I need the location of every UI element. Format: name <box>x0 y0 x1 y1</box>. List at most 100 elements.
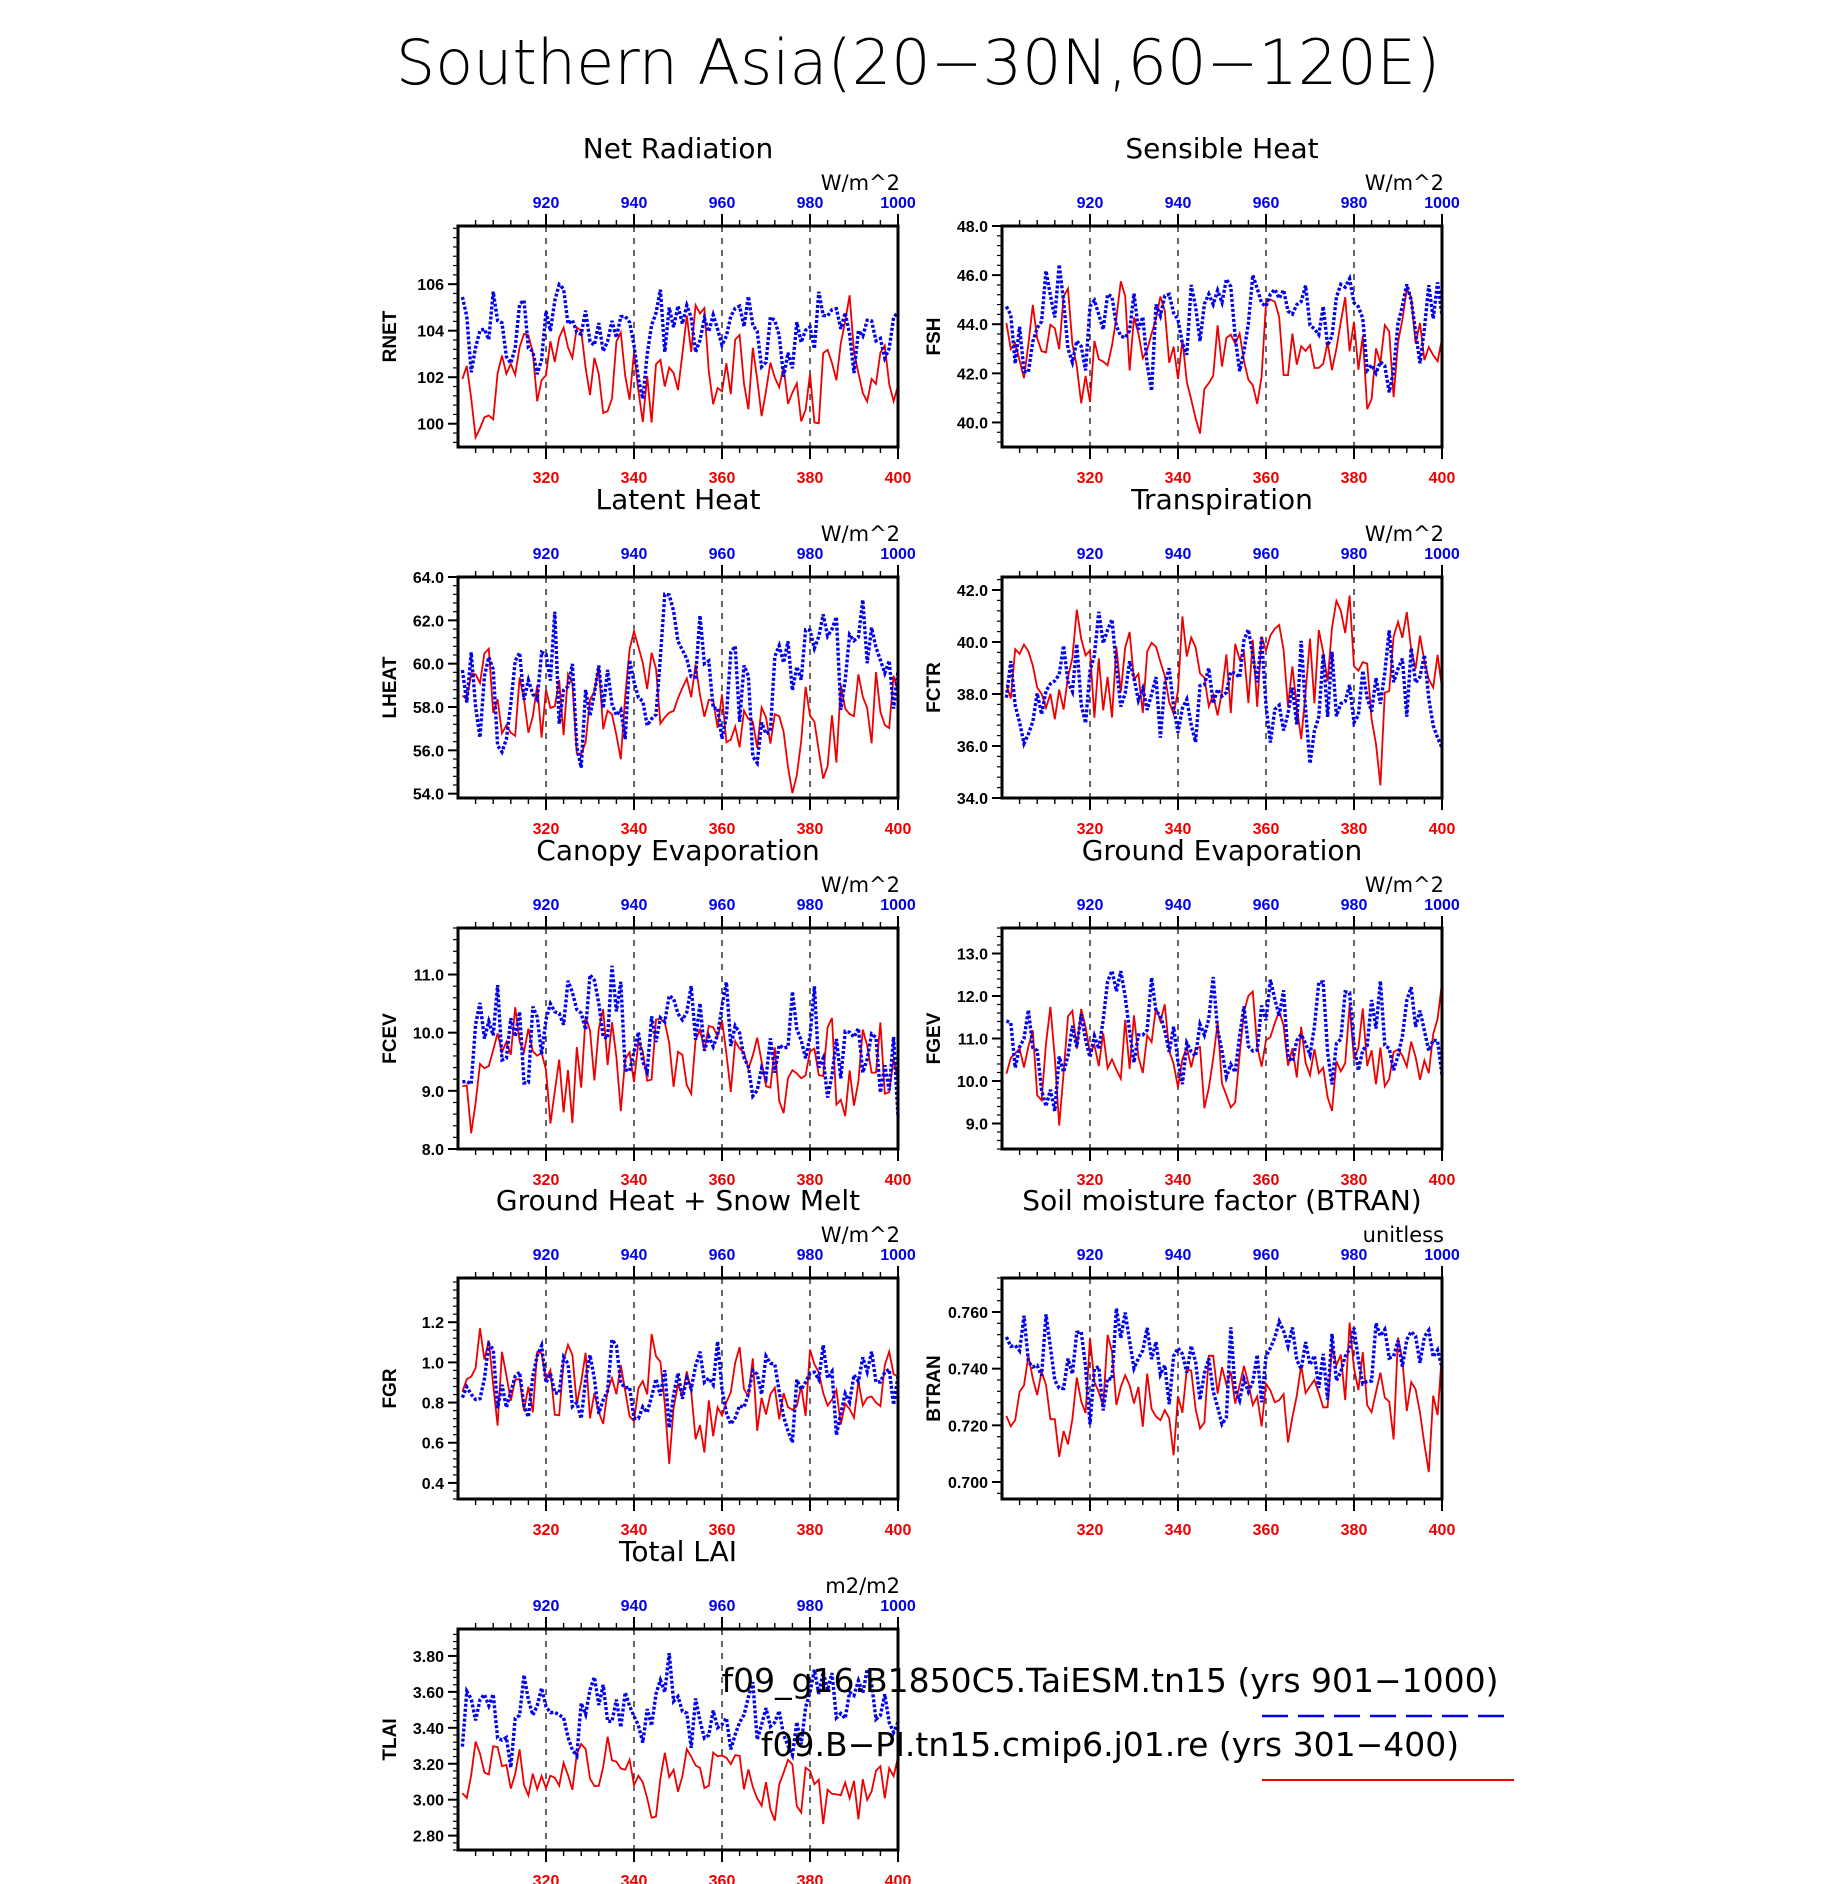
x-bottom-tick-label: 320 <box>1077 470 1104 487</box>
y-tick-label: 0.4 <box>422 1476 444 1493</box>
x-bottom-tick-label: 340 <box>621 821 648 838</box>
y-tick-label: 8.0 <box>422 1142 444 1159</box>
x-top-tick-label: 960 <box>1253 897 1280 914</box>
x-bottom-tick-label: 400 <box>885 1873 912 1884</box>
y-tick-label: 11.0 <box>958 1032 988 1049</box>
y-tick-label: 36.0 <box>957 739 988 756</box>
y-axis-label: TLAI <box>380 1718 401 1760</box>
x-bottom-tick-label: 360 <box>1253 821 1280 838</box>
series-line-cmip6 <box>461 1736 899 1825</box>
legend-label-taiesm: f09_g16.B1850C5.TaiESM.tn15 (yrs 901−100… <box>721 1661 1498 1700</box>
y-tick-label: 104 <box>417 324 444 341</box>
x-top-tick-label: 980 <box>1341 897 1368 914</box>
panel-title: Latent Heat <box>595 483 760 516</box>
y-tick-label: 9.0 <box>422 1084 444 1101</box>
y-tick-label: 1.2 <box>422 1315 444 1332</box>
x-bottom-tick-label: 360 <box>709 821 736 838</box>
x-top-tick-label: 940 <box>1165 546 1192 563</box>
y-tick-label: 64.0 <box>413 570 444 587</box>
panel-fgr: Ground Heat + Snow Melt W/m^2 FGR 0.4 0.6 0.8… <box>380 1184 916 1539</box>
y-tick-label: 44.0 <box>957 317 988 334</box>
x-top-tick-label: 920 <box>533 1247 560 1264</box>
series-line-taiesm <box>1004 1308 1444 1429</box>
x-top-tick-label: 1000 <box>1424 195 1460 212</box>
y-tick-label: 0.6 <box>422 1436 444 1453</box>
x-top-tick-label: 960 <box>709 195 736 212</box>
y-tick-label: 42.0 <box>957 366 988 383</box>
x-top-tick-label: 940 <box>1165 1247 1192 1264</box>
y-tick-label: 3.40 <box>413 1721 444 1738</box>
x-bottom-tick-label: 320 <box>1077 1172 1104 1189</box>
x-top-tick-label: 920 <box>1077 546 1104 563</box>
x-bottom-tick-label: 340 <box>621 1873 648 1884</box>
x-bottom-tick-label: 320 <box>533 821 560 838</box>
plot-frame <box>456 575 900 800</box>
x-bottom-tick-label: 360 <box>709 1873 736 1884</box>
x-top-tick-label: 960 <box>1253 1247 1280 1264</box>
y-tick-label: 54.0 <box>413 787 444 804</box>
x-top-tick-label: 980 <box>797 546 824 563</box>
x-top-tick-label: 980 <box>797 195 824 212</box>
y-tick-label: 3.80 <box>413 1649 444 1666</box>
x-bottom-tick-label: 380 <box>797 1522 824 1539</box>
x-bottom-tick-label: 380 <box>797 1172 824 1189</box>
x-bottom-tick-label: 320 <box>533 1522 560 1539</box>
y-tick-label: 0.700 <box>948 1475 988 1492</box>
series-line-taiesm <box>460 1335 900 1444</box>
x-top-tick-label: 960 <box>1253 546 1280 563</box>
x-top-tick-label: 940 <box>621 195 648 212</box>
x-top-tick-label: 980 <box>1341 546 1368 563</box>
plot-frame <box>456 926 900 1151</box>
plot-frame <box>1000 575 1444 800</box>
y-axis-label: FCTR <box>924 662 945 713</box>
x-bottom-tick-label: 380 <box>1341 1172 1368 1189</box>
y-tick-label: 56.0 <box>413 743 444 760</box>
x-bottom-tick-label: 320 <box>1077 821 1104 838</box>
x-bottom-tick-label: 360 <box>709 470 736 487</box>
x-bottom-tick-label: 380 <box>1341 470 1368 487</box>
y-tick-label: 9.0 <box>966 1117 988 1134</box>
units-label: m2/m2 <box>825 1574 900 1598</box>
x-top-tick-label: 920 <box>533 195 560 212</box>
x-bottom-tick-label: 320 <box>533 1873 560 1884</box>
panel-lheat: Latent Heat W/m^2 LHEAT 54.0 56.0 58.0 60.0 62.… <box>380 483 916 838</box>
x-top-tick-label: 920 <box>1077 1247 1104 1264</box>
x-bottom-tick-label: 340 <box>1165 470 1192 487</box>
x-top-tick-label: 980 <box>1341 195 1368 212</box>
series-line-cmip6 <box>1005 281 1443 434</box>
x-bottom-tick-label: 400 <box>1429 1522 1456 1539</box>
x-top-tick-label: 960 <box>1253 195 1280 212</box>
x-bottom-tick-label: 400 <box>1429 821 1456 838</box>
x-bottom-tick-label: 360 <box>1253 1522 1280 1539</box>
x-bottom-tick-label: 320 <box>533 470 560 487</box>
x-bottom-tick-label: 340 <box>621 1522 648 1539</box>
y-tick-label: 58.0 <box>413 700 444 717</box>
y-tick-label: 42.0 <box>957 583 988 600</box>
x-bottom-tick-label: 360 <box>1253 470 1280 487</box>
x-bottom-tick-label: 400 <box>885 1522 912 1539</box>
x-bottom-tick-label: 380 <box>1341 821 1368 838</box>
y-tick-label: 3.60 <box>413 1685 444 1702</box>
panel-title: Net Radiation <box>583 132 773 165</box>
y-tick-label: 3.00 <box>413 1793 444 1810</box>
y-tick-label: 46.0 <box>957 268 988 285</box>
panel-rnet: Net Radiation W/m^2 RNET 100 102 104 106 320 340… <box>380 132 916 487</box>
series-line-taiesm <box>460 281 900 400</box>
x-bottom-tick-label: 380 <box>797 470 824 487</box>
x-top-tick-label: 920 <box>1077 897 1104 914</box>
y-axis-label: RNET <box>380 310 401 362</box>
x-bottom-tick-label: 340 <box>1165 1172 1192 1189</box>
x-bottom-tick-label: 380 <box>797 1873 824 1884</box>
series-line-taiesm <box>1004 611 1444 764</box>
y-axis-label: LHEAT <box>380 656 401 718</box>
plot-frame <box>456 1276 900 1501</box>
x-top-tick-label: 960 <box>709 546 736 563</box>
y-tick-label: 10.0 <box>413 1026 444 1043</box>
x-top-tick-label: 980 <box>797 897 824 914</box>
x-top-tick-label: 920 <box>533 546 560 563</box>
x-top-tick-label: 980 <box>1341 1247 1368 1264</box>
x-bottom-tick-label: 380 <box>797 821 824 838</box>
units-label: W/m^2 <box>821 522 900 546</box>
legend: f09_g16.B1850C5.TaiESM.tn15 (yrs 901−100… <box>721 1661 1514 1781</box>
